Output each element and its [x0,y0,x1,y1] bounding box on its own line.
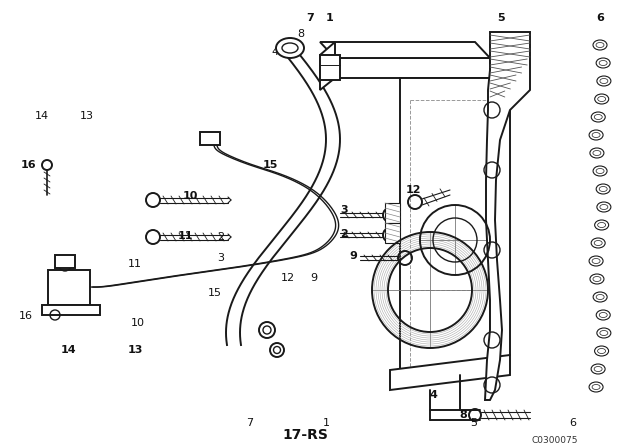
Ellipse shape [589,382,603,392]
Text: 11: 11 [127,259,141,269]
Ellipse shape [599,313,607,318]
Polygon shape [485,32,530,400]
Ellipse shape [600,204,608,210]
Polygon shape [335,58,490,78]
Text: C0300075: C0300075 [532,435,579,444]
Ellipse shape [592,133,600,138]
Text: 8: 8 [459,410,467,420]
Text: 15: 15 [207,289,221,298]
Ellipse shape [600,78,608,83]
Text: 16: 16 [20,160,36,170]
Ellipse shape [596,310,610,320]
Ellipse shape [596,58,610,68]
Ellipse shape [595,220,609,230]
Ellipse shape [596,294,604,300]
Text: 14: 14 [60,345,76,355]
Text: 1: 1 [326,13,334,23]
Text: 2: 2 [217,233,225,242]
Ellipse shape [595,94,609,104]
Ellipse shape [591,364,605,374]
Text: 9: 9 [310,273,317,283]
Polygon shape [400,78,490,370]
Ellipse shape [591,238,605,248]
Text: 6: 6 [570,418,576,428]
Ellipse shape [598,223,605,228]
Text: 7: 7 [246,418,253,428]
Text: 4: 4 [429,390,437,400]
Text: 13: 13 [79,112,93,121]
Polygon shape [48,270,90,305]
Polygon shape [385,203,400,223]
Text: 11: 11 [177,231,193,241]
Text: 10: 10 [131,318,145,327]
Ellipse shape [599,60,607,65]
Ellipse shape [598,96,605,102]
Polygon shape [385,223,400,243]
Ellipse shape [595,346,609,356]
Ellipse shape [593,151,601,155]
Text: 5: 5 [497,13,505,23]
Ellipse shape [597,202,611,212]
Ellipse shape [591,112,605,122]
Text: 12: 12 [405,185,420,195]
Ellipse shape [276,38,304,58]
Text: 5: 5 [470,418,477,428]
Text: 9: 9 [349,251,357,261]
Text: 16: 16 [19,311,33,321]
Polygon shape [200,132,220,145]
Text: 8: 8 [297,29,305,39]
Ellipse shape [593,292,607,302]
Ellipse shape [592,384,600,389]
Polygon shape [320,55,340,80]
Text: 10: 10 [182,191,198,201]
Ellipse shape [598,349,605,353]
Text: 7: 7 [306,13,314,23]
Text: 3: 3 [218,253,224,263]
Ellipse shape [600,331,608,336]
Ellipse shape [596,184,610,194]
Ellipse shape [594,115,602,120]
Ellipse shape [590,148,604,158]
Ellipse shape [593,40,607,50]
Ellipse shape [282,43,298,53]
Ellipse shape [593,166,607,176]
Ellipse shape [590,274,604,284]
Polygon shape [55,255,75,268]
Polygon shape [490,62,510,370]
Ellipse shape [593,276,601,281]
Ellipse shape [599,186,607,191]
Text: 15: 15 [262,160,278,170]
Text: 2: 2 [340,229,348,239]
Polygon shape [390,355,510,390]
Ellipse shape [597,328,611,338]
Text: 4: 4 [271,47,279,56]
Text: 14: 14 [35,112,49,121]
Ellipse shape [596,168,604,173]
Ellipse shape [594,366,602,371]
Text: 3: 3 [340,205,348,215]
Text: 12: 12 [281,273,295,283]
Polygon shape [42,305,100,315]
Ellipse shape [589,130,603,140]
Text: 13: 13 [127,345,143,355]
Text: 1: 1 [323,418,330,428]
Polygon shape [320,42,335,90]
Ellipse shape [589,256,603,266]
Text: 6: 6 [596,13,604,23]
Ellipse shape [596,43,604,47]
Ellipse shape [597,76,611,86]
Text: 17-RS: 17-RS [282,428,328,442]
Ellipse shape [594,241,602,246]
Ellipse shape [592,258,600,263]
Polygon shape [320,42,490,58]
